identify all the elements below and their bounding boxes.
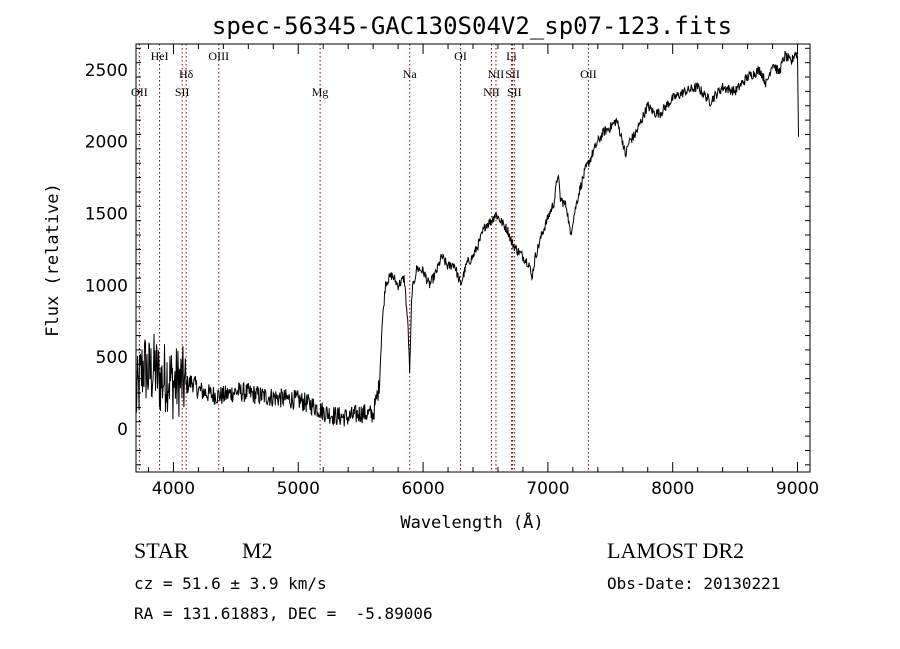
object-subclass: M2 xyxy=(242,538,273,563)
line-marker-label: OIII xyxy=(208,49,229,63)
y-tick-label: 0 xyxy=(117,420,128,440)
line-marker-label: NII xyxy=(488,67,505,81)
line-marker-label: HeI xyxy=(151,49,169,63)
x-tick-label: 7000 xyxy=(526,479,569,499)
obs-date: Obs-Date: 20130221 xyxy=(607,574,781,593)
y-tick-label: 1000 xyxy=(85,276,128,296)
series-layer xyxy=(135,50,799,427)
x-tick-label: 4000 xyxy=(152,479,195,499)
redshift-info: cz = 51.6 ± 3.9 km/s xyxy=(134,574,327,593)
line-marker-label: OII xyxy=(580,67,597,81)
x-axis-label: Wavelength (Å) xyxy=(400,511,543,533)
x-tick-label: 5000 xyxy=(277,479,320,499)
line-marker-label: Hδ xyxy=(179,67,194,81)
x-tick-label: 8000 xyxy=(651,479,694,499)
spectrum-line xyxy=(135,50,799,427)
y-tick-label: 2000 xyxy=(85,133,128,153)
x-tick-label: 6000 xyxy=(401,479,444,499)
y-tick-label: 1500 xyxy=(85,204,128,224)
y-axis-label: Flux (relative) xyxy=(43,183,63,337)
survey-name: LAMOST DR2 xyxy=(607,538,745,563)
y-tick-label: 2500 xyxy=(85,61,128,81)
line-marker-label: OII xyxy=(131,85,148,99)
line-marker-label: SII xyxy=(505,67,520,81)
line-marker-label: SII xyxy=(507,85,522,99)
axes-layer: 4000 5000 6000 7000 8000 9000 0 500 1000 1500 2000… xyxy=(85,44,819,499)
chart-title: spec-56345-GAC130S04V2_sp07-123.fits xyxy=(212,12,732,40)
line-marker-label: SII xyxy=(175,85,190,99)
object-type: STAR xyxy=(134,538,189,563)
line-marker-label: Li xyxy=(506,49,517,63)
line-marker-label: Na xyxy=(403,67,418,81)
plot-frame xyxy=(135,43,811,473)
line-marker-label: Mg xyxy=(312,85,329,99)
x-tick-label: 9000 xyxy=(776,479,819,499)
y-tick-label: 500 xyxy=(96,348,128,368)
coordinates: RA = 131.61883, DEC = -5.89006 xyxy=(134,604,433,623)
line-marker-label: OI xyxy=(454,49,467,63)
line-marker-label: NII xyxy=(483,85,500,99)
